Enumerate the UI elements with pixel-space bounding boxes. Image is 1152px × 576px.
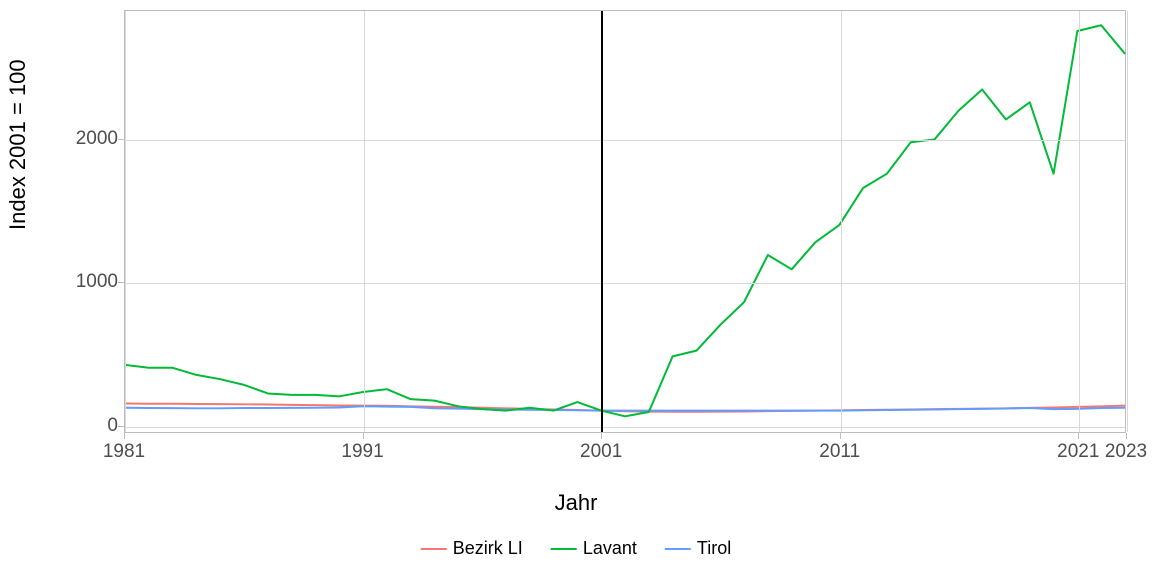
legend-swatch [421, 548, 447, 550]
gridline-vertical [1127, 11, 1128, 432]
legend-label: Tirol [697, 538, 731, 559]
x-tick-label: 1981 [103, 441, 145, 463]
x-tick-label: 2021 [1057, 441, 1099, 463]
y-tick-mark [118, 139, 124, 140]
legend-item-bezirk-li: Bezirk LI [421, 538, 523, 559]
y-tick-label: 0 [107, 415, 118, 437]
x-tick-label: 2011 [819, 441, 860, 463]
x-tick-label: 2001 [580, 441, 622, 463]
gridline-vertical [125, 11, 126, 432]
series-lavant [125, 25, 1125, 416]
x-tick-mark [840, 433, 841, 439]
x-tick-label: 1991 [341, 441, 383, 463]
legend: Bezirk LI Lavant Tirol [421, 538, 731, 559]
x-axis-label: Jahr [555, 490, 598, 516]
y-axis-label: Index 2001 = 100 [5, 59, 31, 230]
gridline-vertical [364, 11, 365, 432]
gridline-horizontal [125, 427, 1125, 428]
x-tick-mark [1078, 433, 1079, 439]
legend-swatch [665, 548, 691, 550]
x-tick-mark [124, 433, 125, 439]
legend-swatch [551, 548, 577, 550]
legend-label: Lavant [583, 538, 637, 559]
legend-label: Bezirk LI [453, 538, 523, 559]
x-tick-mark [601, 433, 602, 439]
gridline-horizontal [125, 283, 1125, 284]
y-tick-label: 1000 [76, 271, 118, 293]
legend-item-lavant: Lavant [551, 538, 637, 559]
series-tirol [125, 406, 1125, 410]
legend-item-tirol: Tirol [665, 538, 731, 559]
y-tick-mark [118, 282, 124, 283]
line-chart: Index 2001 = 100 Jahr Bezirk LI Lavant T… [0, 0, 1152, 576]
x-tick-label: 2023 [1105, 441, 1147, 463]
x-tick-mark [1126, 433, 1127, 439]
reference-line [601, 11, 603, 432]
y-tick-label: 2000 [76, 128, 118, 150]
gridline-horizontal [125, 140, 1125, 141]
plot-area [124, 10, 1126, 433]
x-tick-mark [363, 433, 364, 439]
gridline-vertical [1079, 11, 1080, 432]
gridline-vertical [841, 11, 842, 432]
y-tick-mark [118, 426, 124, 427]
series-canvas [125, 11, 1125, 432]
